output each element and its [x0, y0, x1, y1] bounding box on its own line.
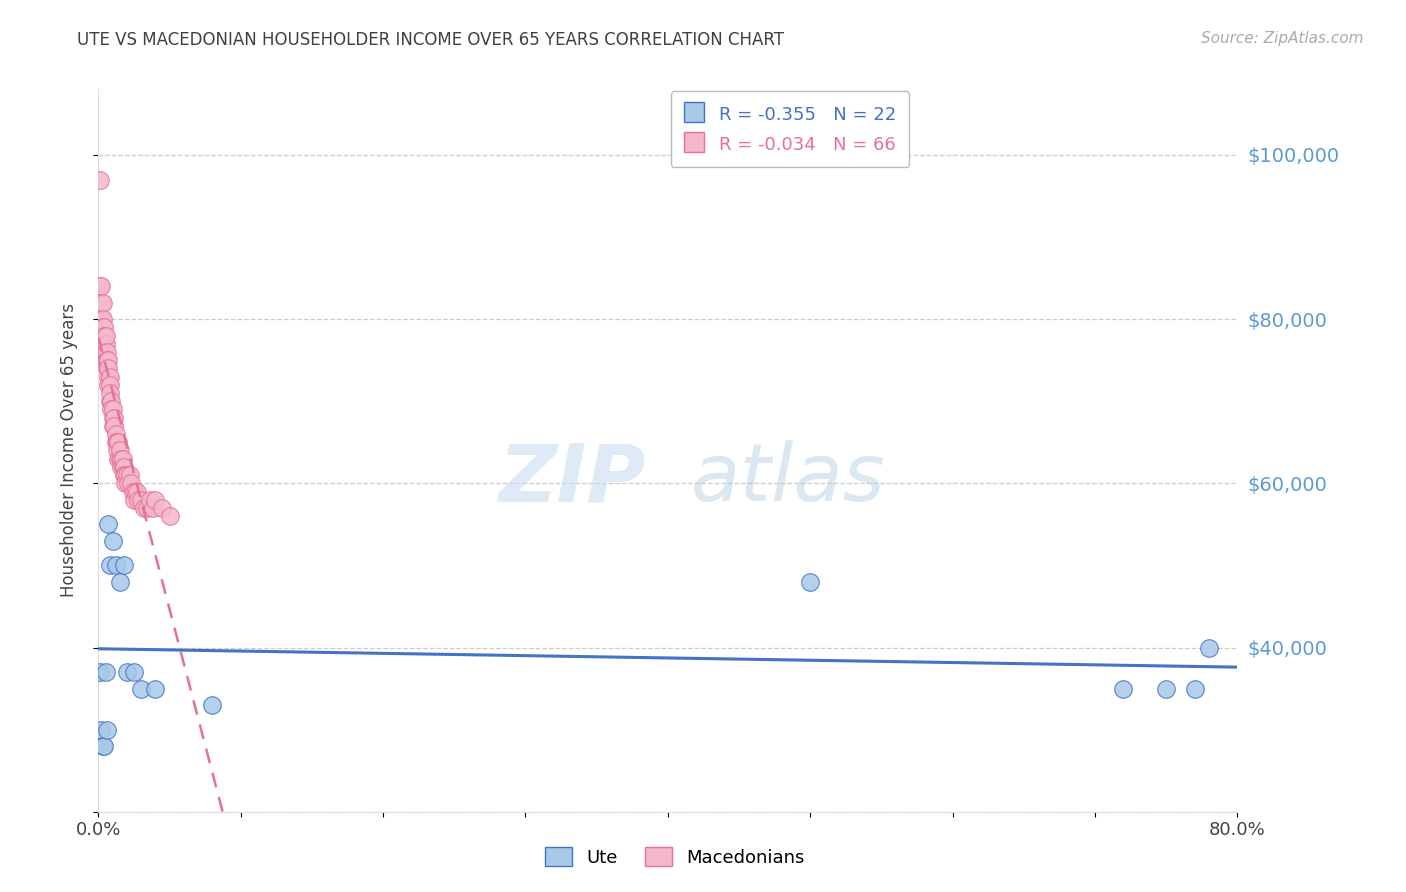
Point — [1184, 681, 1206, 696]
Point — [122, 665, 145, 680]
Point — [96, 345, 118, 359]
Point — [145, 681, 167, 696]
Point — [105, 443, 128, 458]
Point — [96, 353, 118, 368]
Point — [110, 459, 132, 474]
Point — [107, 451, 129, 466]
Point — [799, 574, 821, 589]
Point — [1198, 640, 1220, 655]
Point — [104, 558, 127, 573]
Text: atlas: atlas — [690, 441, 886, 518]
Y-axis label: Householder Income Over 65 years: Householder Income Over 65 years — [59, 303, 77, 598]
Point — [114, 468, 136, 483]
Point — [120, 476, 142, 491]
Text: ZIP: ZIP — [498, 441, 645, 518]
Point — [115, 665, 138, 680]
Point — [129, 492, 152, 507]
Point — [125, 484, 148, 499]
Point — [159, 509, 181, 524]
Point — [114, 476, 136, 491]
Text: UTE VS MACEDONIAN HOUSEHOLDER INCOME OVER 65 YEARS CORRELATION CHART: UTE VS MACEDONIAN HOUSEHOLDER INCOME OVE… — [77, 31, 785, 49]
Point — [110, 451, 132, 466]
Point — [93, 328, 115, 343]
Point — [93, 739, 115, 753]
Point — [97, 517, 120, 532]
Point — [112, 468, 135, 483]
Point — [98, 386, 121, 401]
Point — [127, 492, 149, 507]
Point — [94, 328, 117, 343]
Point — [117, 476, 139, 491]
Point — [1154, 681, 1177, 696]
Point — [152, 500, 174, 515]
Point — [112, 558, 135, 573]
Point — [98, 394, 121, 409]
Point — [90, 295, 112, 310]
Point — [103, 418, 125, 433]
Point — [94, 665, 117, 680]
Point — [89, 172, 111, 186]
Point — [89, 665, 111, 680]
Point — [104, 427, 127, 442]
Point — [201, 698, 224, 712]
Point — [93, 345, 115, 359]
Point — [93, 320, 115, 334]
Point — [90, 279, 112, 293]
Point — [91, 312, 114, 326]
Text: Source: ZipAtlas.com: Source: ZipAtlas.com — [1201, 31, 1364, 46]
Point — [94, 336, 117, 351]
Point — [101, 533, 124, 548]
Point — [98, 369, 121, 384]
Point — [100, 394, 122, 409]
Point — [97, 369, 120, 384]
Point — [103, 410, 125, 425]
Point — [122, 492, 145, 507]
Point — [91, 295, 114, 310]
Point — [105, 435, 128, 450]
Point — [145, 492, 167, 507]
Point — [90, 723, 112, 737]
Point — [98, 558, 121, 573]
Point — [101, 410, 124, 425]
Point — [129, 681, 152, 696]
Legend: R = -0.355   N = 22, R = -0.034   N = 66: R = -0.355 N = 22, R = -0.034 N = 66 — [671, 91, 910, 167]
Point — [138, 492, 160, 507]
Point — [97, 361, 120, 376]
Point — [100, 402, 122, 417]
Point — [132, 500, 155, 515]
Legend: Ute, Macedonians: Ute, Macedonians — [537, 840, 813, 874]
Point — [108, 443, 131, 458]
Point — [107, 435, 129, 450]
Point — [101, 402, 124, 417]
Point — [89, 279, 111, 293]
Point — [91, 328, 114, 343]
Point — [91, 739, 114, 753]
Point — [91, 320, 114, 334]
Point — [108, 451, 131, 466]
Point — [141, 500, 163, 515]
Point — [97, 377, 120, 392]
Point — [121, 484, 143, 499]
Point — [97, 353, 120, 368]
Point — [1112, 681, 1135, 696]
Point — [96, 361, 118, 376]
Point — [118, 468, 141, 483]
Point — [124, 484, 146, 499]
Point — [112, 459, 135, 474]
Point — [90, 312, 112, 326]
Point — [94, 353, 117, 368]
Point — [111, 459, 134, 474]
Point — [111, 451, 134, 466]
Point — [96, 723, 118, 737]
Point — [101, 418, 124, 433]
Point — [108, 574, 131, 589]
Point — [115, 468, 138, 483]
Point — [98, 377, 121, 392]
Point — [104, 435, 127, 450]
Point — [135, 500, 157, 515]
